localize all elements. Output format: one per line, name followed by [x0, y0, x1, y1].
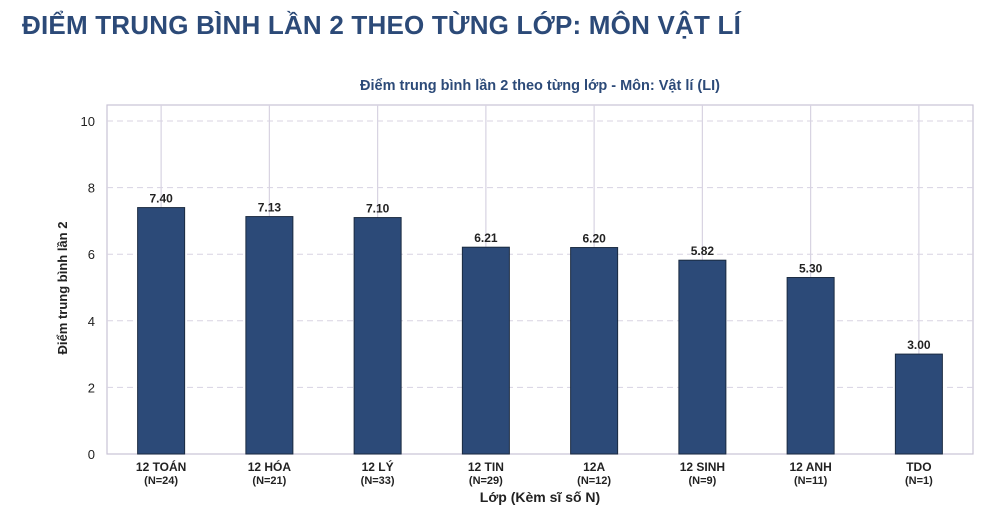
bar — [245, 216, 294, 455]
y-tick-label: 10 — [81, 114, 95, 129]
x-tick-label: 12 TOÁN — [136, 459, 186, 474]
x-tick-count: (N=1) — [905, 475, 933, 487]
x-tick-label: 12A — [583, 460, 605, 474]
bar-value-label: 6.21 — [474, 231, 498, 245]
bar — [461, 246, 510, 455]
x-tick-count: (N=9) — [688, 475, 716, 487]
x-tick-label: 12 LÝ — [362, 459, 394, 474]
x-tick-label: 12 TIN — [468, 460, 504, 474]
page-title: ĐIỂM TRUNG BÌNH LẦN 2 THEO TỪNG LỚP: MÔN… — [22, 10, 742, 40]
y-axis-label: Điểm trung bình lần 2 — [55, 222, 70, 355]
x-tick-count: (N=33) — [361, 475, 395, 487]
bar-value-label: 7.40 — [149, 192, 173, 206]
x-tick-label: 12 ANH — [790, 460, 832, 474]
bar-value-label: 7.13 — [258, 201, 282, 215]
x-tick-label: 12 HÓA — [248, 459, 292, 474]
y-tick-label: 0 — [88, 447, 95, 462]
bar-value-label: 6.20 — [582, 232, 606, 246]
y-tick-label: 4 — [88, 314, 95, 329]
bar — [786, 277, 835, 455]
x-tick-count: (N=11) — [794, 475, 828, 487]
bar — [353, 217, 402, 455]
chart-title: Điểm trung bình lần 2 theo từng lớp - Mô… — [360, 78, 720, 94]
bar — [894, 353, 943, 455]
bar-value-label: 5.30 — [799, 262, 823, 276]
plot-area: 0 2 4 6 8 10 7.40 12 TOÁN(N=24) 7.13 12 HÓA(N=21)… — [81, 104, 974, 487]
bar — [137, 207, 186, 455]
y-tick-label: 6 — [88, 247, 95, 262]
x-tick-count: (N=12) — [577, 475, 611, 487]
bar-value-label: 7.10 — [366, 202, 390, 216]
bar-value-label: 5.82 — [691, 244, 715, 258]
bar — [678, 259, 727, 455]
x-tick-label: 12 SINH — [680, 460, 725, 474]
bar — [570, 247, 619, 455]
x-tick-label: TDO — [906, 460, 931, 474]
y-tick-label: 8 — [88, 181, 95, 196]
x-tick-count: (N=21) — [252, 475, 286, 487]
bar-value-label: 3.00 — [907, 338, 931, 352]
x-tick-count: (N=29) — [469, 475, 503, 487]
x-axis-label: Lớp (Kèm sĩ số N) — [480, 489, 600, 505]
y-tick-label: 2 — [88, 380, 95, 395]
plot-frame — [106, 104, 974, 455]
x-tick-count: (N=24) — [144, 475, 178, 487]
